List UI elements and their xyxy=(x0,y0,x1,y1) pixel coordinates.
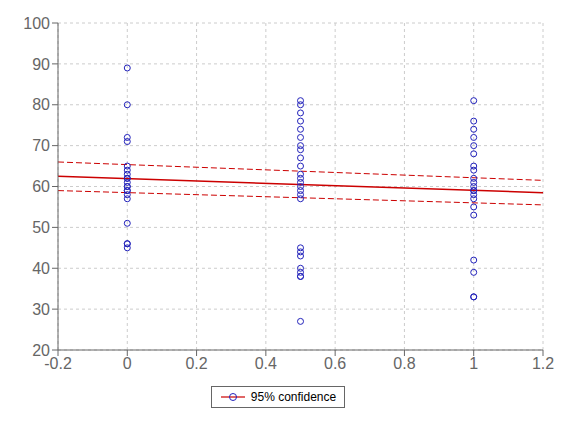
svg-text:-0.2: -0.2 xyxy=(44,355,72,373)
svg-text:40: 40 xyxy=(32,260,50,277)
svg-text:80: 80 xyxy=(32,96,50,113)
svg-text:60: 60 xyxy=(32,178,50,195)
svg-text:100: 100 xyxy=(23,15,50,32)
svg-text:0.4: 0.4 xyxy=(255,355,277,372)
svg-text:1: 1 xyxy=(469,355,478,372)
svg-text:1.2: 1.2 xyxy=(532,355,554,372)
svg-text:0.2: 0.2 xyxy=(185,355,207,372)
svg-text:30: 30 xyxy=(32,301,50,318)
html-text:95% confidence: 95% confidence xyxy=(250,390,337,404)
svg-text:20: 20 xyxy=(32,342,50,359)
svg-text:90: 90 xyxy=(32,56,50,73)
svg-text:0: 0 xyxy=(123,355,132,372)
svg-text:0.8: 0.8 xyxy=(393,355,415,372)
svg-text:50: 50 xyxy=(32,219,50,236)
svg-text:70: 70 xyxy=(32,137,50,154)
svg-text:0.6: 0.6 xyxy=(324,355,346,372)
